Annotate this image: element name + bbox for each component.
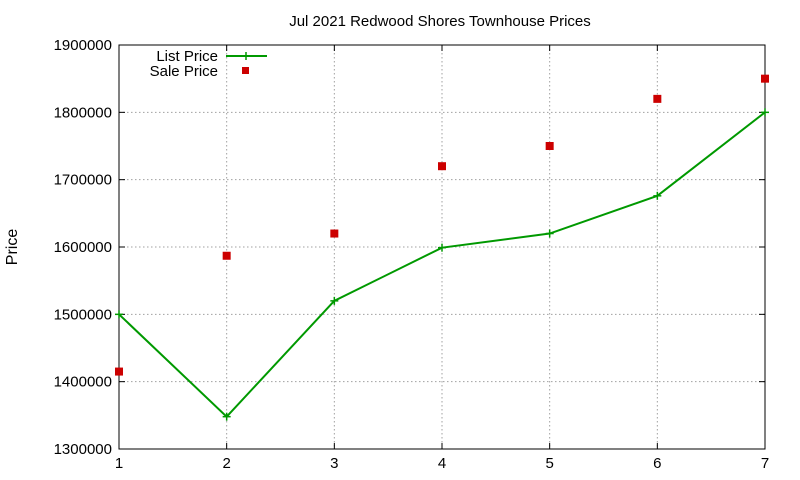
sale-price-point bbox=[761, 74, 769, 83]
sale-price-point bbox=[115, 367, 123, 376]
sale-price-point bbox=[330, 229, 339, 238]
plot-frame bbox=[118, 44, 766, 450]
grid-lines bbox=[119, 45, 765, 449]
list-price-point bbox=[222, 412, 231, 421]
series-layer bbox=[115, 74, 769, 421]
chart-title: Jul 2021 Redwood Shores Townhouse Prices bbox=[289, 13, 591, 30]
y-tick-label: 1500000 bbox=[54, 306, 112, 323]
list-price-point bbox=[545, 229, 554, 238]
y-tick-label: 1700000 bbox=[54, 172, 112, 189]
y-tick-label: 1600000 bbox=[54, 239, 112, 256]
y-tick-label: 1300000 bbox=[54, 441, 112, 458]
y-tick-label: 1800000 bbox=[54, 104, 112, 121]
legend-label-list-price: List Price bbox=[156, 48, 218, 65]
x-tick-label: 5 bbox=[545, 455, 553, 472]
x-tick-label: 7 bbox=[761, 455, 769, 472]
y-tick-label: 1900000 bbox=[54, 37, 112, 54]
axis-ticks: 1300000 1400000 1500000 1600000 1700000 18000… bbox=[54, 37, 770, 472]
legend-label-sale-price: Sale Price bbox=[150, 63, 218, 80]
list-price-point bbox=[330, 296, 339, 305]
legend: List Price Sale Price bbox=[150, 48, 267, 80]
legend-marker-sale-price bbox=[242, 67, 249, 74]
legend-marker-list-price bbox=[242, 52, 250, 60]
list-price-point bbox=[761, 108, 769, 117]
x-tick-label: 1 bbox=[115, 455, 123, 472]
y-axis-label: Price bbox=[4, 229, 21, 266]
sale-price-point bbox=[222, 251, 231, 260]
sale-price-point bbox=[653, 94, 662, 103]
x-tick-label: 6 bbox=[653, 455, 661, 472]
x-tick-label: 4 bbox=[438, 455, 446, 472]
legend-plus-glyph bbox=[242, 52, 250, 60]
list-price-point bbox=[438, 243, 446, 252]
sale-price-point bbox=[545, 142, 554, 150]
x-tick-label: 3 bbox=[330, 455, 338, 472]
list-price-point bbox=[653, 191, 662, 200]
y-tick-label: 1400000 bbox=[54, 374, 112, 391]
list-price-point bbox=[115, 310, 123, 319]
x-tick-label: 2 bbox=[222, 455, 230, 472]
sale-price-point bbox=[438, 162, 446, 171]
